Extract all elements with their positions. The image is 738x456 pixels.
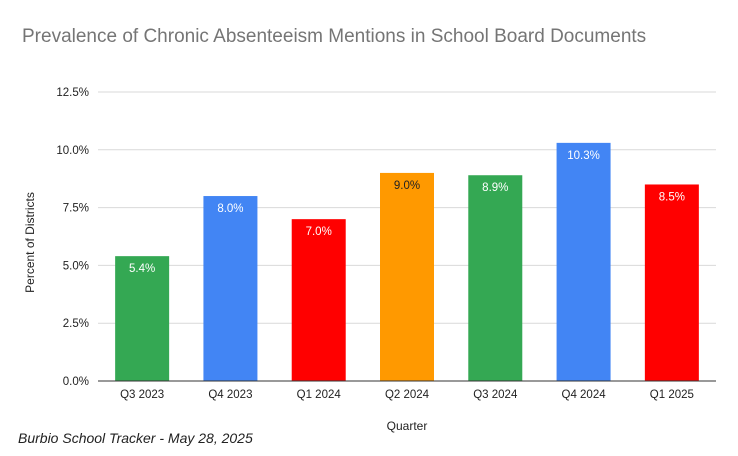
- data-label: 8.0%: [217, 203, 243, 215]
- x-tick-label: Q2 2024: [385, 389, 430, 401]
- y-tick-label: 5.0%: [63, 260, 89, 272]
- x-tick-label: Q4 2023: [208, 389, 252, 401]
- data-label: 7.0%: [306, 226, 332, 238]
- data-label: 9.0%: [394, 180, 420, 192]
- bar: [556, 142, 611, 381]
- data-label: 8.9%: [482, 182, 508, 194]
- bar: [203, 196, 258, 381]
- x-axis-ticks: Q3 2023 Q4 2023 Q1 2024 Q2 2024 Q3 2024 Q4 20…: [120, 389, 694, 401]
- x-tick-label: Q1 2024: [297, 389, 342, 401]
- y-axis-title: Percent of Districts: [23, 192, 37, 293]
- bar: [380, 172, 434, 381]
- data-labels: 5.4% 8.0% 7.0% 9.0% 8.9% 10.3% 8.5%: [129, 150, 685, 275]
- data-label: 5.4%: [129, 263, 155, 275]
- x-tick-label: Q3 2024: [473, 389, 518, 401]
- y-tick-label: 0.0%: [63, 376, 89, 388]
- bars: [115, 142, 699, 381]
- chart-title: Prevalence of Chronic Absenteeism Mentio…: [22, 26, 646, 47]
- bar: [468, 175, 523, 381]
- y-tick-label: 10.0%: [56, 145, 89, 157]
- source-note: Burbio School Tracker - May 28, 2025: [18, 430, 253, 446]
- y-tick-label: 7.5%: [63, 203, 89, 215]
- x-axis-title: Quarter: [387, 419, 428, 433]
- bar: [644, 184, 699, 381]
- x-tick-label: Q3 2023: [120, 389, 164, 401]
- bar: [115, 256, 170, 381]
- data-label: 8.5%: [659, 191, 685, 203]
- x-tick-label: Q4 2024: [562, 389, 607, 401]
- y-tick-label: 12.5%: [56, 87, 89, 99]
- y-tick-label: 2.5%: [63, 318, 89, 330]
- x-tick-label: Q1 2025: [650, 389, 694, 401]
- y-axis-ticks: 0.0% 2.5% 5.0% 7.5% 10.0% 12.5%: [56, 87, 89, 388]
- data-label: 10.3%: [567, 150, 600, 162]
- bar: [291, 219, 346, 381]
